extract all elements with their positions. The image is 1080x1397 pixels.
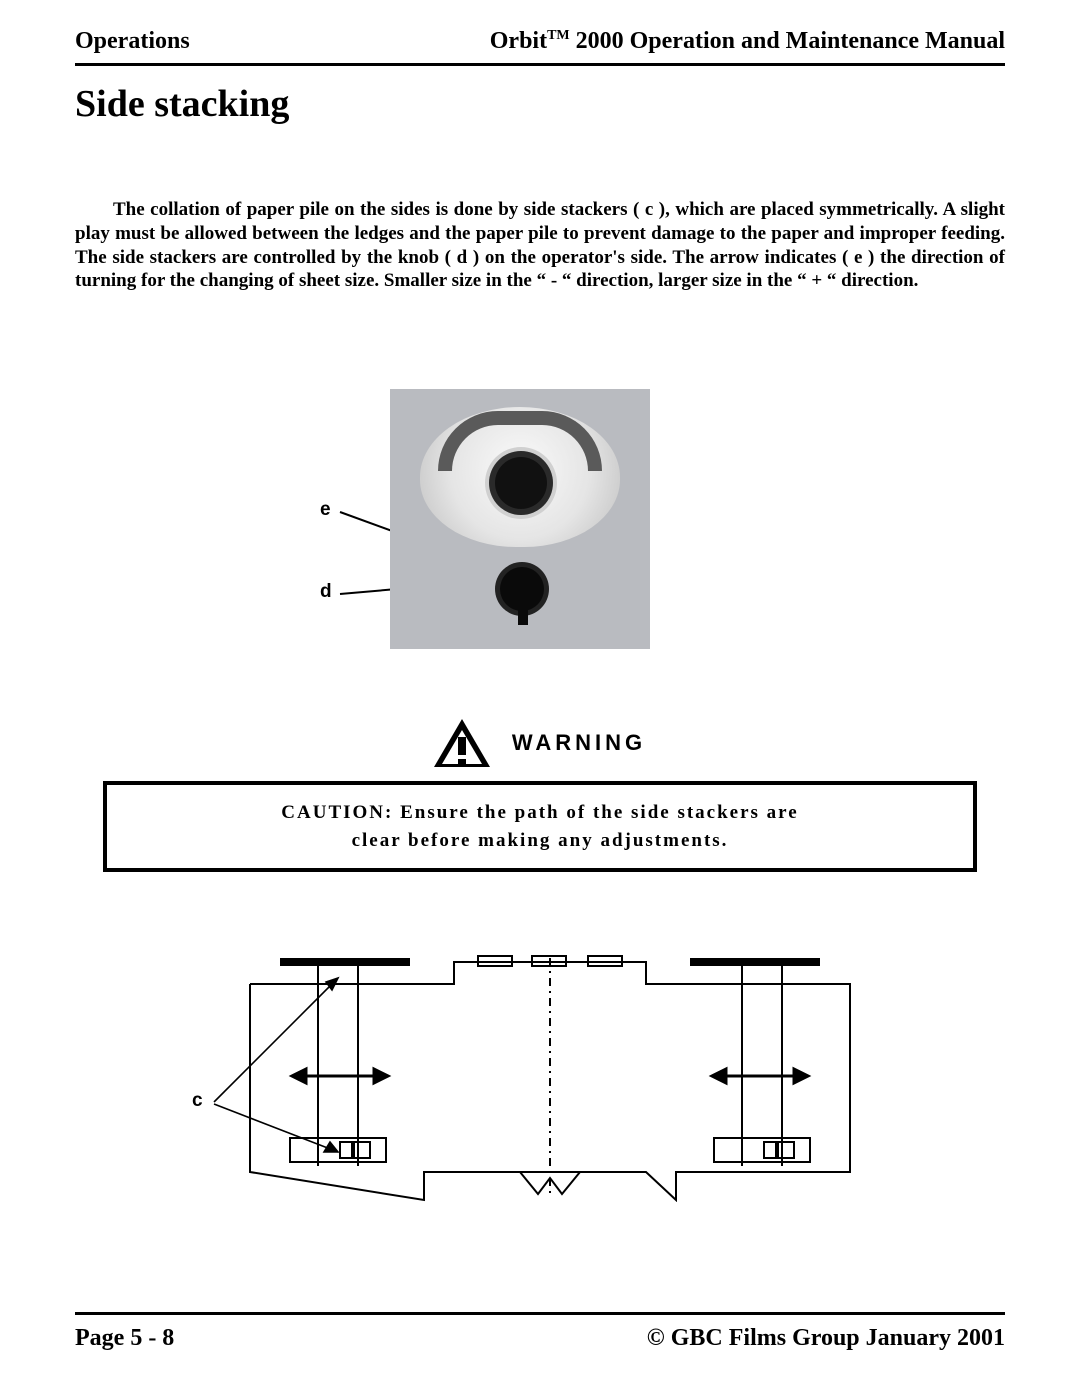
caution-line-1: CAUTION: Ensure the path of the side sta… [127,799,953,827]
caution-box: CAUTION: Ensure the path of the side sta… [103,781,977,872]
photo-knob-upper-e [495,457,547,509]
section-title: Side stacking [75,82,1005,126]
warning-label: WARNING [512,730,646,756]
photo-frame [390,389,650,649]
photo-knob-lower-d [500,567,544,611]
figure-stacker-schematic: c [190,942,890,1202]
page-header: Operations OrbitTM 2000 Operation and Ma… [75,28,1005,55]
caution-line-2: clear before making any adjustments. [127,827,953,855]
schematic-svg [190,942,890,1202]
body-paragraph: The collation of paper pile on the sides… [75,198,1005,293]
header-rule [75,63,1005,66]
footer-copyright: © GBC Films Group January 2001 [647,1325,1005,1352]
warning-triangle-icon [434,719,490,767]
header-doc-title: OrbitTM 2000 Operation and Maintenance M… [490,28,1005,55]
trademark-symbol: TM [547,28,570,43]
figure-knob-photo: e d [260,389,820,649]
footer-page-number: Page 5 - 8 [75,1325,174,1352]
header-product: Orbit [490,28,547,54]
warning-exclaim-bar [458,737,466,755]
warning-exclaim-dot [458,759,466,765]
header-doc-suffix: 2000 Operation and Maintenance Manual [570,28,1005,54]
footer-row: Page 5 - 8 © GBC Films Group January 200… [75,1325,1005,1352]
footer-rule [75,1312,1005,1315]
callout-label-d: d [320,581,332,603]
warning-heading-row: WARNING [75,719,1005,767]
callout-label-e: e [320,499,331,521]
page-footer: Page 5 - 8 © GBC Films Group January 200… [75,1312,1005,1352]
header-section-name: Operations [75,28,190,55]
manual-page: Operations OrbitTM 2000 Operation and Ma… [75,28,1005,1368]
